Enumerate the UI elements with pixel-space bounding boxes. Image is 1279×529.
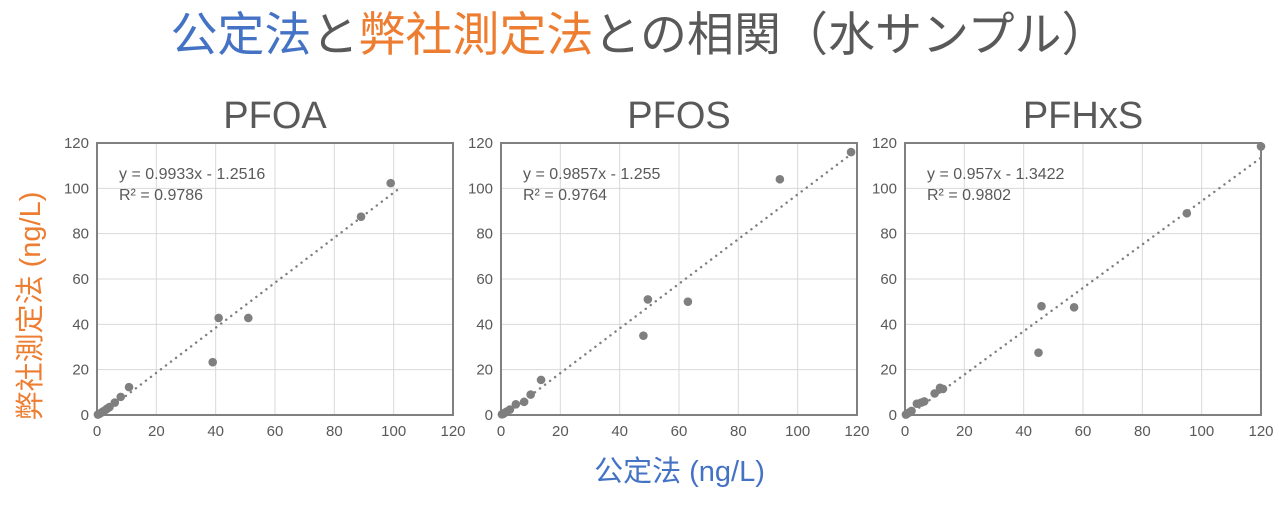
scatter-plot-pfoa: 0 20 40 60 80 100 120 0 20 40 60 80 100 120 y = 0.9933… [64, 135, 466, 440]
data-point [907, 407, 916, 416]
data-point [919, 397, 929, 407]
data-point [536, 376, 546, 385]
scatter-plot-pfhxs: 0 20 40 60 80 100 120 0 20 40 60 80 100 120 y = 0.957x… [872, 135, 1274, 440]
y-tick-label: 100 [872, 181, 897, 198]
data-point [386, 179, 396, 188]
y-tick-label: 40 [476, 317, 493, 334]
trend-equation-label: y = 0.957x - 1.3422 [927, 166, 1065, 183]
charts-row: PFOA 0 20 40 60 80 100 120 0 20 40 60 80 100 120 y = 0… [62, 95, 1279, 441]
x-tick-label: 0 [93, 423, 101, 440]
y-tick-label: 120 [64, 135, 89, 152]
data-point [639, 331, 648, 341]
chart-title-pfhxs: PFHxS [1022, 94, 1144, 137]
plot-border [96, 142, 454, 417]
title-suffix: との相関（水サンプル） [593, 8, 1109, 61]
x-tick-label: 120 [1248, 423, 1273, 440]
data-point [643, 295, 653, 305]
chart-pfoa: PFOA 0 20 40 60 80 100 120 0 20 40 60 80 100 120 y = 0… [62, 94, 466, 441]
y-tick-label: 40 [72, 317, 89, 334]
x-tick-label: 100 [1189, 423, 1214, 440]
y-tick-label: 80 [72, 226, 89, 243]
data-point [1256, 142, 1266, 152]
plot-border [500, 142, 858, 417]
x-tick-label: 20 [552, 423, 569, 440]
data-point [208, 358, 217, 367]
data-point [505, 405, 515, 415]
r-squared-label: R² = 0.9802 [927, 187, 1011, 204]
y-tick-label: 60 [476, 271, 493, 288]
data-point [930, 389, 939, 399]
data-point [1069, 303, 1079, 313]
trendline [99, 188, 400, 417]
y-tick-label: 100 [64, 181, 89, 198]
x-tick-label: 0 [497, 423, 505, 440]
y-tick-label: 100 [468, 181, 493, 198]
y-tick-label: 60 [72, 271, 89, 288]
data-point [938, 385, 948, 394]
y-tick-label: 120 [872, 135, 897, 152]
y-tick-label: 0 [81, 407, 89, 424]
data-point [124, 383, 134, 392]
trend-equation-label: y = 0.9857x - 1.255 [523, 166, 661, 183]
chart-title-pfos: PFOS [627, 94, 731, 137]
x-tick-label: 40 [1015, 423, 1032, 440]
chart-pfos: PFOS 0 20 40 60 80 100 120 0 20 40 60 80 100 120 y = 0… [466, 94, 870, 441]
chart-title-pfoa: PFOA [223, 94, 327, 137]
y-tick-label: 80 [476, 226, 493, 243]
x-tick-label: 60 [671, 423, 688, 440]
y-tick-label: 80 [880, 226, 897, 243]
data-point [683, 297, 693, 307]
x-tick-label: 40 [611, 423, 628, 440]
y-tick-label: 120 [468, 135, 493, 152]
x-tick-label: 80 [326, 423, 343, 440]
page-title: 公定法と弊社測定法との相関（水サンプル） [0, 6, 1279, 65]
y-tick-label: 20 [880, 362, 897, 379]
data-point [244, 314, 253, 323]
y-tick-label: 0 [485, 407, 493, 424]
title-our-method: 弊社測定法 [358, 8, 594, 61]
data-point [775, 175, 785, 185]
y-tick-label: 40 [880, 317, 897, 334]
y-tick-label: 60 [880, 271, 897, 288]
x-tick-label: 120 [844, 423, 869, 440]
scatter-plot-pfos: 0 20 40 60 80 100 120 0 20 40 60 80 100 120 y = 0.9857… [468, 135, 870, 440]
data-point [519, 397, 529, 407]
y-tick-label: 20 [476, 362, 493, 379]
x-tick-label: 0 [901, 423, 909, 440]
data-point [116, 393, 126, 402]
data-point [214, 314, 223, 323]
y-axis-label: 弊社測定法 (ng/L) [15, 191, 47, 421]
page: 公定法と弊社測定法との相関（水サンプル） 弊社測定法 (ng/L) PFOA 0… [0, 6, 1279, 490]
trend-equation-label: y = 0.9933x - 1.2516 [119, 166, 265, 183]
x-tick-label: 100 [381, 423, 406, 440]
x-tick-label: 100 [785, 423, 810, 440]
y-tick-label: 20 [72, 362, 89, 379]
data-point [511, 400, 521, 410]
title-official-method: 公定法 [170, 8, 312, 61]
chart-pfhxs: PFHxS 0 20 40 60 80 100 120 0 20 40 60 80 100 120 y = … [870, 94, 1274, 441]
data-point [1034, 348, 1043, 358]
x-tick-label: 120 [440, 423, 465, 440]
data-point [1037, 302, 1046, 311]
x-tick-label: 60 [267, 423, 284, 440]
r-squared-label: R² = 0.9786 [119, 187, 203, 204]
data-point [526, 390, 535, 400]
x-tick-label: 60 [1075, 423, 1092, 440]
data-point [110, 398, 120, 408]
x-axis-label: 公定法 (ng/L) [594, 456, 765, 489]
r-squared-label: R² = 0.9764 [523, 187, 607, 204]
title-connector: と [311, 8, 359, 61]
x-tick-label: 40 [207, 423, 224, 440]
data-point [846, 148, 856, 157]
data-point [356, 212, 366, 222]
x-tick-label: 20 [956, 423, 973, 440]
x-tick-label: 80 [1134, 423, 1151, 440]
x-tick-label: 80 [730, 423, 747, 440]
plot-border [904, 142, 1262, 417]
y-tick-label: 0 [889, 407, 897, 424]
data-point [1182, 209, 1192, 219]
x-tick-label: 20 [148, 423, 165, 440]
